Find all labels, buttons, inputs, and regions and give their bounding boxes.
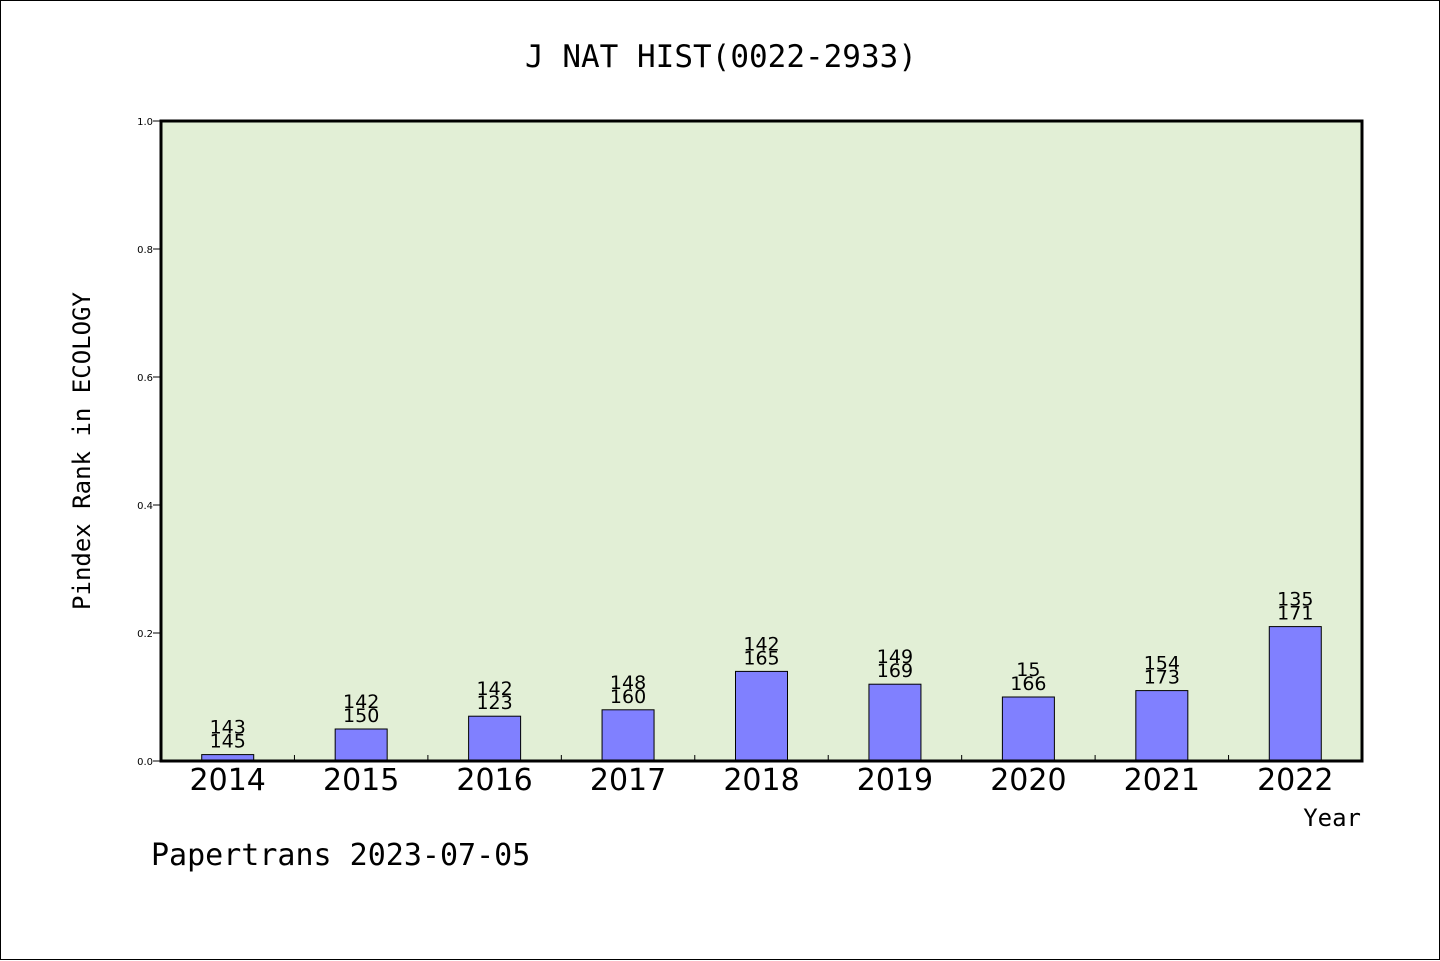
- data-label-top: 143: [210, 717, 246, 739]
- bar-2015: [334, 728, 388, 762]
- bar-2019: [868, 683, 922, 762]
- bar-2020: [1001, 696, 1055, 762]
- data-label-top: 15: [1016, 659, 1040, 681]
- data-label-bottom: 165: [743, 647, 779, 669]
- x-tick-label: 2014: [190, 763, 266, 798]
- data-label-bottom: 169: [877, 660, 913, 682]
- data-label-bottom: 145: [210, 731, 246, 753]
- x-tick-label: 2018: [723, 763, 799, 798]
- x-axis-label: Year: [1303, 804, 1361, 832]
- chart-title: J NAT HIST(0022-2933): [525, 39, 917, 75]
- data-label-top: 142: [476, 678, 512, 700]
- footer-credit: Papertrans 2023-07-05: [151, 838, 530, 873]
- x-tick-label: 2019: [857, 763, 933, 798]
- bar-2016: [468, 715, 522, 762]
- plot-border: [159, 119, 1364, 763]
- data-label-top: 148: [610, 672, 646, 694]
- data-label-top: 142: [743, 633, 779, 655]
- bar-2017: [601, 709, 655, 762]
- data-label-bottom: 166: [1010, 673, 1046, 695]
- y-tick-label: 0.8: [137, 245, 153, 256]
- plot-area: [161, 121, 1362, 761]
- y-tick-label: 0.6: [137, 373, 153, 384]
- bar-2022: [1268, 626, 1322, 762]
- x-tick-label: 2020: [990, 763, 1066, 798]
- bar-2021: [1135, 690, 1189, 762]
- bars-group: [201, 626, 1322, 762]
- y-tick-label: 0.0: [137, 757, 153, 768]
- y-tick-label: 1.0: [137, 117, 153, 128]
- y-axis-label: Pindex Rank in ECOLOGY: [68, 292, 96, 610]
- data-label-bottom: 171: [1277, 603, 1313, 625]
- y-tick-label: 0.4: [137, 501, 153, 512]
- data-label-bottom: 160: [610, 686, 646, 708]
- x-tick-label: 2016: [456, 763, 532, 798]
- data-label-bottom: 123: [476, 692, 512, 714]
- data-label-top: 154: [1144, 653, 1180, 675]
- data-label-bottom: 150: [343, 705, 379, 727]
- x-tick-label: 2015: [323, 763, 399, 798]
- data-label-top: 149: [877, 646, 913, 668]
- y-tick-label: 0.2: [137, 629, 153, 640]
- x-tick-label: 2022: [1257, 763, 1333, 798]
- x-tick-label: 2017: [590, 763, 666, 798]
- bar-2018: [735, 670, 788, 762]
- x-axis: 2014 2015 2016 2017 2018 2019 2020 2021 2022: [190, 755, 1333, 798]
- y-axis: 0.0 0.2 0.4 0.6 0.8 1.0: [137, 117, 161, 768]
- x-tick-label: 2021: [1124, 763, 1200, 798]
- data-label-top: 135: [1277, 589, 1313, 611]
- data-label-top: 142: [343, 691, 379, 713]
- data-label-bottom: 173: [1144, 667, 1180, 689]
